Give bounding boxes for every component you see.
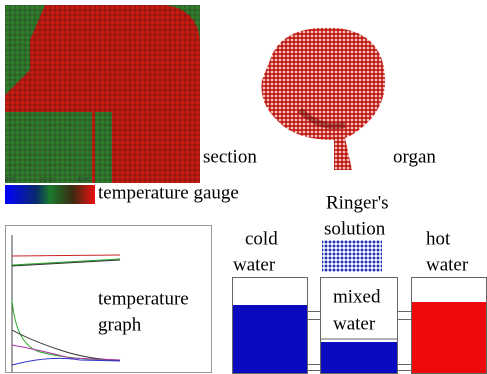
hot-water (412, 302, 486, 373)
screen: section organ 0°C 21°C 42°C temperature … (0, 0, 487, 374)
ringer-label: Ringer's (326, 192, 389, 213)
ringer-label: solution (324, 218, 386, 239)
mixed-label: mixed (333, 286, 381, 307)
section-label: section (203, 146, 257, 167)
pipe (308, 312, 321, 320)
hot-label: water (426, 254, 469, 275)
gauge-tick: 42°C (77, 178, 91, 184)
mixed-water (321, 342, 397, 373)
hot-label: hot (426, 228, 451, 249)
pipe (398, 312, 412, 320)
mixed-label: water (333, 313, 376, 334)
cold-label: cold (245, 228, 278, 249)
gauge-tick: 21°C (40, 178, 54, 184)
graph-label: temperature (98, 288, 189, 309)
graph-label: graph (98, 314, 142, 335)
gauge-label: temperature gauge (98, 182, 239, 203)
ringer-drops (322, 240, 382, 272)
pipe (308, 365, 321, 371)
cold-water (233, 305, 307, 373)
pipe (398, 365, 412, 371)
section-image (5, 5, 200, 183)
gauge-tick: 0°C (5, 178, 16, 184)
cold-label: water (233, 254, 276, 275)
organ-image (261, 28, 385, 170)
organ-label: organ (393, 146, 436, 167)
temperature-gauge (5, 185, 95, 204)
